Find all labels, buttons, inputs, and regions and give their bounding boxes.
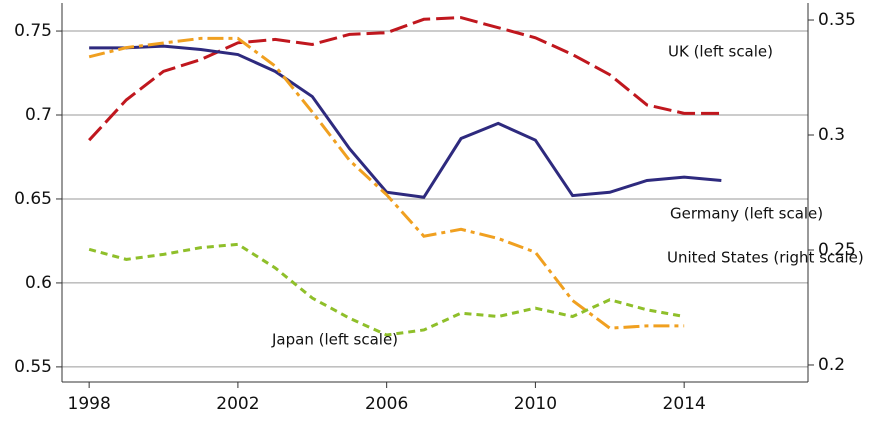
y-tick-label: 0.6 (25, 273, 52, 293)
x-tick-label: 2006 (365, 394, 408, 414)
series-label: Germany (left scale) (670, 205, 823, 223)
y-tick-label: 0.55 (14, 357, 52, 377)
series-label: Japan (left scale) (271, 331, 398, 349)
y-tick-label: 0.75 (14, 21, 52, 41)
y2-tick-label: 0.25 (818, 240, 856, 260)
x-tick-label: 2014 (663, 394, 706, 414)
series-line (89, 44, 722, 199)
series-label: United States (right scale) (667, 249, 864, 267)
y-tick-label: 0.7 (25, 105, 52, 125)
series-line (88, 36, 685, 330)
y-tick-label: 0.65 (14, 189, 52, 209)
x-tick-label: 2010 (514, 394, 557, 414)
series-label: UK (left scale) (668, 43, 773, 61)
series-line (88, 16, 722, 142)
series-line (88, 242, 685, 337)
y2-tick-label: 0.3 (818, 125, 845, 145)
x-tick-label: 1998 (68, 394, 111, 414)
y2-tick-label: 0.35 (818, 10, 856, 30)
x-tick-label: 2002 (216, 394, 259, 414)
y2-tick-label: 0.2 (818, 355, 845, 375)
